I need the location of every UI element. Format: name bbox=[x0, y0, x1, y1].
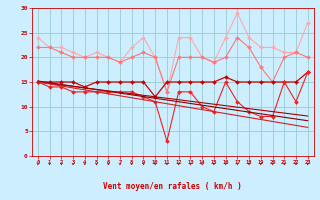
X-axis label: Vent moyen/en rafales ( km/h ): Vent moyen/en rafales ( km/h ) bbox=[103, 182, 242, 191]
